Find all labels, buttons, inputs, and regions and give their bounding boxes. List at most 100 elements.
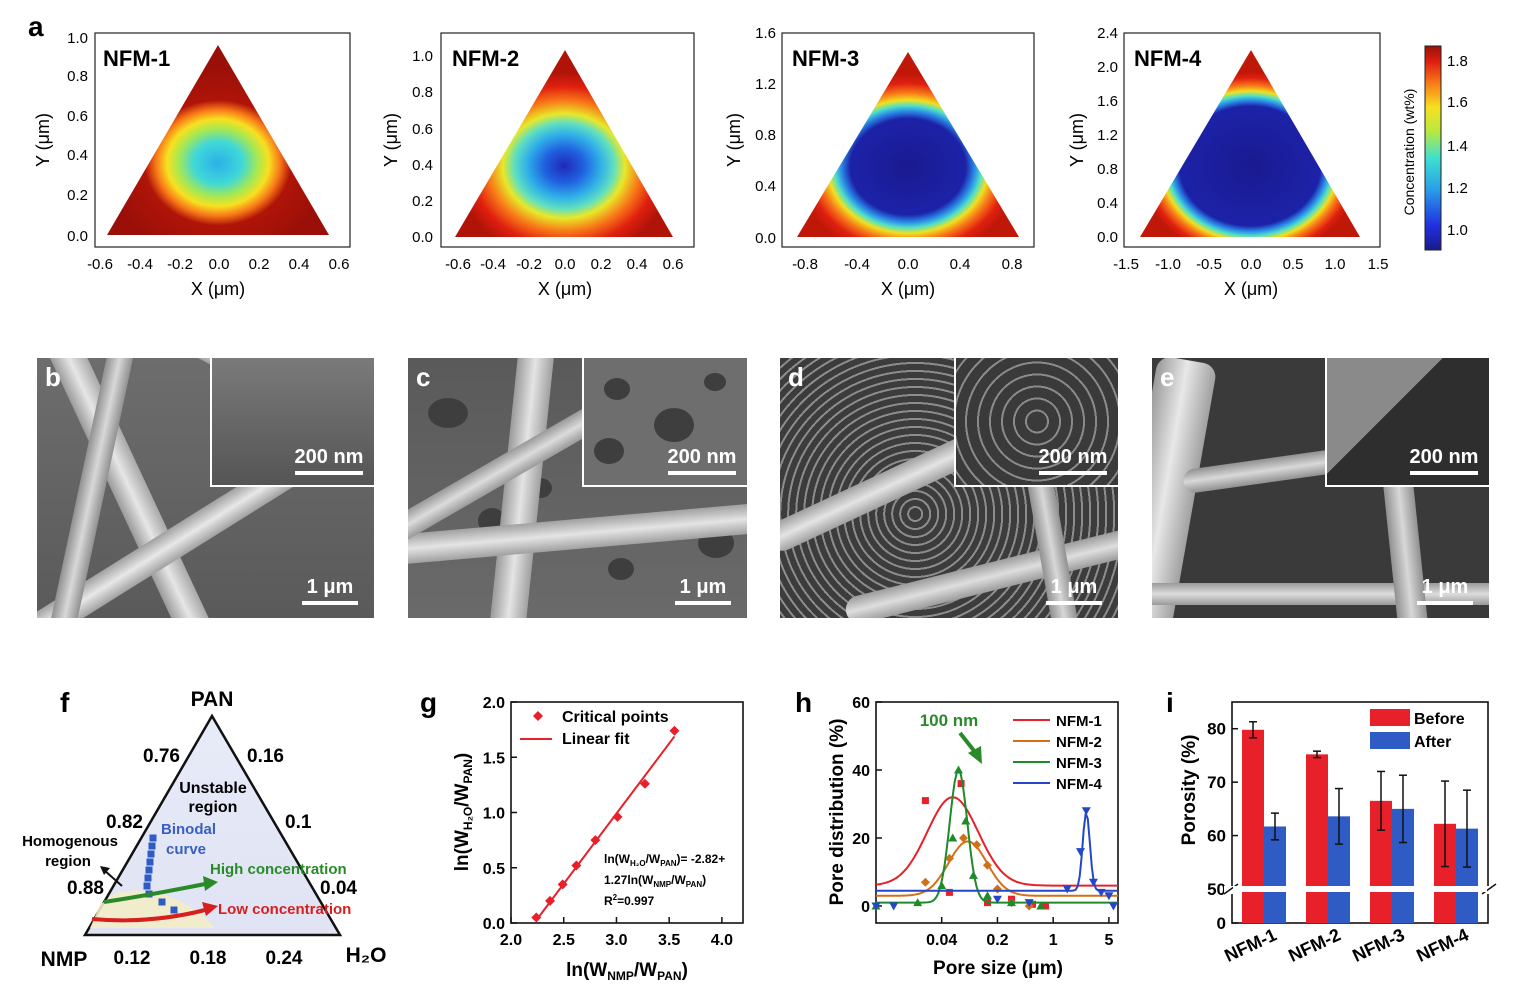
concentration-triangle (455, 50, 673, 237)
annotation-arrowhead (968, 746, 982, 764)
data-point-triangle-down (1104, 892, 1114, 901)
x-tick: -1.5 (1113, 256, 1139, 273)
y-tick: 0.8 (67, 68, 88, 85)
data-point-triangle-down (871, 902, 881, 911)
legend-label: Linear fit (562, 731, 630, 748)
inset-scale-bar: 200 nm (288, 446, 370, 475)
tick: 0.16 (247, 746, 284, 767)
tick: 0.12 (114, 948, 151, 969)
legend: NFM-1 NFM-2 NFM-3 NFM-4 (1013, 713, 1102, 793)
x-tick: -0.4 (844, 256, 870, 273)
data-point-square (1028, 900, 1036, 908)
map-title: NFM-2 (452, 46, 519, 71)
map-xticks: -0.6 -0.4 -0.2 0.0 0.2 0.4 0.6 (445, 256, 683, 273)
y-tick: 1.0 (67, 30, 88, 47)
fit-equation-line-2: 1.27ln(WNMP/WPAN) (604, 873, 706, 889)
tick: 0.18 (190, 948, 227, 969)
high-concentration-arrow (103, 882, 206, 904)
fit-equation-line-1: ln(WH₂O/WPAN)= -2.82+ (604, 852, 725, 868)
axis-break-band (1233, 886, 1487, 892)
panel-letter: b (45, 362, 61, 392)
data-point-square (1041, 902, 1049, 910)
bar (1306, 754, 1328, 923)
data-point-square (945, 888, 953, 896)
homogenous-pointer-head (100, 866, 110, 875)
sem-inset (953, 358, 1118, 488)
bar (1242, 729, 1264, 923)
bar (1456, 828, 1478, 923)
data-point-triangle (954, 765, 964, 774)
data-point-triangle-down (1088, 878, 1098, 887)
legend: Critical points Linear fit (520, 709, 669, 748)
y-tick-label: 60 (852, 695, 870, 712)
y-tick-label: 1.5 (483, 750, 505, 767)
y-tick: 0.6 (412, 121, 433, 138)
bar (1264, 826, 1286, 923)
x-tick-label: 3.0 (605, 932, 627, 949)
x-tick: -0.5 (1196, 256, 1222, 273)
map-title: NFM-3 (792, 46, 859, 71)
y-tick: 0.2 (67, 187, 88, 204)
legend-label: NFM-4 (1056, 776, 1102, 793)
scale-bar: 1 μm (1040, 576, 1108, 605)
bar (1434, 823, 1456, 923)
map-xticks: -0.6 -0.4 -0.2 0.0 0.2 0.4 0.6 (87, 256, 349, 273)
data-point-diamond (669, 725, 680, 736)
scale-bar: 1 μm (669, 576, 737, 605)
x-tick: -0.2 (167, 256, 193, 273)
sem-image-b: b 200 nm 1 μm (37, 358, 374, 618)
y-tick: 0.8 (1097, 161, 1118, 178)
legend-label: Critical points (562, 709, 669, 726)
bottom-edge-ticks: 0.12 0.18 0.24 (114, 948, 303, 969)
legend-label: NFM-3 (1056, 755, 1102, 772)
x-tick: 0.4 (950, 256, 971, 273)
y-tick-label: 0.0 (483, 916, 505, 933)
x-tick: 0.0 (209, 256, 230, 273)
panel-letter: d (788, 362, 804, 392)
y-axis-label: Y (μm) (33, 113, 53, 167)
legend-label: Before (1414, 711, 1465, 728)
x-tick: 0.4 (289, 256, 310, 273)
x-axis-label: ln(WNMP/WPAN) (566, 960, 688, 983)
sem-inset (582, 358, 747, 488)
sem-inset (1325, 358, 1489, 488)
vertex-nmp: NMP (41, 948, 88, 971)
x-tick: -0.8 (792, 256, 818, 273)
legend-label: After (1414, 734, 1451, 751)
y-tick: 1.6 (1097, 93, 1118, 110)
low-concentration-arrow (91, 908, 206, 923)
y-tick-label: 70 (1207, 773, 1226, 792)
x-tick: -0.6 (445, 256, 471, 273)
data-point-diamond (944, 853, 954, 863)
data-point-square (921, 797, 929, 805)
x-axis-label: X (μm) (1224, 279, 1278, 299)
map-frame (781, 32, 1035, 248)
legend-label: NFM-2 (1056, 734, 1102, 751)
data-point-diamond (612, 811, 623, 822)
binodal-point (158, 898, 166, 906)
x-tick-label: NFM-4 (1413, 924, 1471, 965)
map-title: NFM-4 (1134, 46, 1202, 71)
axis-ticks: 2.0 2.5 3.0 3.5 4.0 0.0 0.5 1.0 1.5 2.0 (483, 695, 733, 949)
inset-scale-bar: 200 nm (661, 446, 743, 475)
inset-scale-bar: 200 nm (1403, 446, 1485, 475)
y-tick: 2.4 (1097, 25, 1118, 42)
data-point-square (957, 780, 965, 788)
y-tick: 0.4 (1097, 195, 1118, 212)
x-tick: -1.0 (1155, 256, 1181, 273)
homogenous-pointer (103, 869, 123, 887)
tick: 0.24 (266, 948, 303, 969)
concentration-triangle (1140, 50, 1360, 237)
y-tick: 0.0 (412, 229, 433, 246)
data-point-triangle-down (992, 895, 1002, 904)
x-tick: 0.0 (1241, 256, 1262, 273)
data-point-triangle-down (1062, 885, 1072, 894)
binodal-point (147, 850, 155, 858)
fit-curve (876, 813, 1118, 892)
tick: 0.04 (320, 878, 357, 899)
y-tick-label: 1.0 (483, 806, 505, 823)
map-yticks: 1.6 1.2 0.8 0.4 0.0 (755, 25, 776, 247)
y-tick: 0.4 (412, 157, 433, 174)
y-tick: 1.2 (1097, 127, 1118, 144)
